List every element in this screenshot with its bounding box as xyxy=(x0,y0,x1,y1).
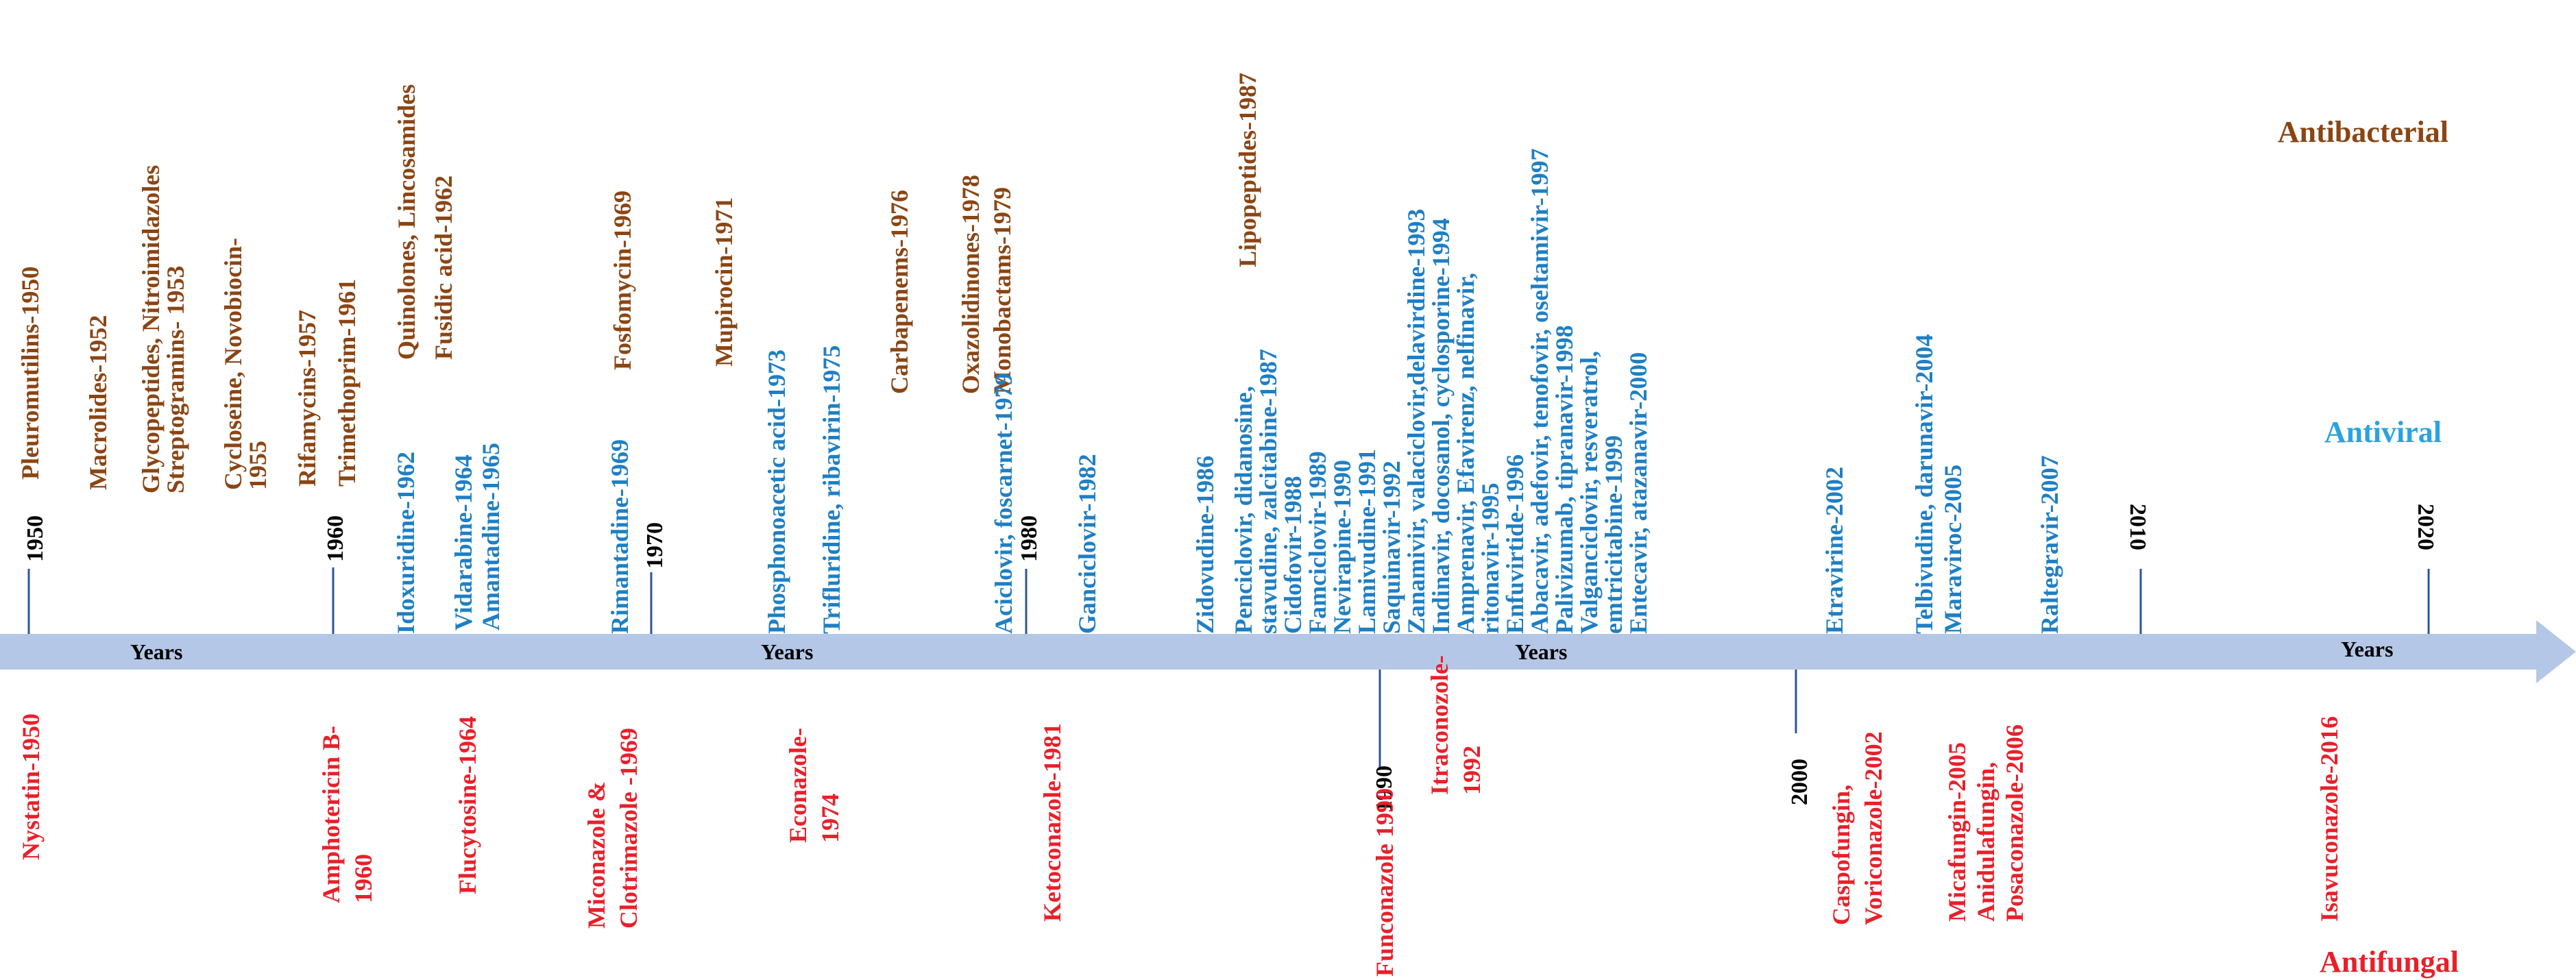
antifungal-label-0-line-0: Nystatin-1950 xyxy=(17,713,45,860)
antifungal-label-8-line-0: Caspofungin, xyxy=(1827,785,1855,925)
antibacterial-label-2-line-1: Streptogramins- 1953 xyxy=(162,266,189,493)
year-label-1970: 1970 xyxy=(642,522,668,569)
antiviral-label-8-line-10: ritonavir-1995 xyxy=(1477,482,1504,634)
antiviral-label-8-line-3: Famciclovir-1989 xyxy=(1304,451,1331,634)
antifungal-label-1-line-1: 1960 xyxy=(350,854,377,903)
antiviral-label-8-line-6: Saquinavir-1992 xyxy=(1378,461,1405,634)
year-markers: 1950 1960 1970 1980 1990 2000 2010 2020 xyxy=(23,504,2438,812)
antibacterial-label-6-line-0: Fosfomycin-1969 xyxy=(609,191,636,370)
antibacterial-label-5-line-1: Fusidic acid-1962 xyxy=(430,175,457,360)
antiviral-label-10-line-0: Telbivudine, darunavir-2004 xyxy=(1910,334,1938,634)
antiviral-label-8-line-9: Amprenavir, Efavirenz, nelfinavir, xyxy=(1452,273,1479,634)
antiviral-label-3-line-0: Phosphonoacetic acid-1973 xyxy=(763,350,790,634)
year-label-2010: 2010 xyxy=(2125,504,2150,550)
axis-label-years: Years xyxy=(2341,637,2393,661)
antibacterial-label-0-line-0: Pleuromutilins-1950 xyxy=(16,267,44,480)
year-label-2000: 2000 xyxy=(1787,759,1812,805)
antibacterial-label-7-line-0: Mupirocin-1971 xyxy=(710,197,738,367)
timeline-arrow xyxy=(0,620,2576,683)
antibacterial-label-10-line-0: Lipopeptides-1987 xyxy=(1234,73,1261,267)
axis-label-years: Years xyxy=(130,639,182,664)
year-label-2020: 2020 xyxy=(2413,504,2438,550)
antiviral-label-8-line-12: Abacavir, adefovir, tenofovir, oseltamiv… xyxy=(1526,148,1553,634)
antiviral-label-8-line-8: Indinavir, docosanol, cyclosporine-1994 xyxy=(1427,218,1455,634)
antifungal-label-3-line-1: Clotrimazole -1969 xyxy=(615,728,642,929)
antiviral-label-7-line-0: Zidovudine-1986 xyxy=(1191,456,1219,634)
antifungal-label-2-line-0: Flucytosine-1964 xyxy=(454,716,481,894)
antiviral-label-8-line-14: Valganciclovir, resveratrol, xyxy=(1575,351,1603,634)
antifungal-label-3-line-0: Miconazole & xyxy=(583,781,610,929)
antibacterial-label-3-line-1: 1955 xyxy=(244,441,271,490)
antibacterial-label-5-line-0: Quinolones, Lincosamides xyxy=(393,84,420,360)
antiviral-label-9-line-0: Etravirine-2002 xyxy=(1821,467,1848,634)
antibacterial-label-4-line-0: Rifamycins-1957 xyxy=(293,310,321,487)
year-label-1950: 1950 xyxy=(23,515,48,562)
antibacterial-label-3-line-0: Cycloseine, Novobiocin- xyxy=(219,238,247,490)
antiviral-label-8-line-13: Palivizumab, tipranavir-1998 xyxy=(1551,325,1578,634)
legend-antibacterial: Antibacterial xyxy=(2278,115,2449,149)
antifungal-label-9-line-2: Posaconazole-2006 xyxy=(2001,724,2028,922)
antiviral-label-4-line-0: Trifluridine, ribavirin-1975 xyxy=(818,345,845,634)
antifungal-label-5-line-0: Ketoconazole-1981 xyxy=(1038,723,1066,922)
antiviral-label-8-line-11: Enfuvirtide-1996 xyxy=(1501,454,1529,634)
antibacterial-label-8-line-0: Carbapenems-1976 xyxy=(886,190,913,394)
antiviral-label-8-line-16: Entecavir, atazanavir-2000 xyxy=(1625,352,1652,634)
antiviral-labels: Idoxuridine-1962 Vidarabine-1964 Amantadin… xyxy=(392,148,2063,634)
antifungal-label-1-line-0: Amphotericin B- xyxy=(317,726,345,903)
antiviral-label-8-line-7: Zanamivir, valaciclovir,delavirdine-1993 xyxy=(1402,209,1430,634)
legend-antifungal: Antifungal xyxy=(2320,945,2459,979)
antibacterial-label-4-line-1: Trimethoprim-1961 xyxy=(333,279,361,487)
antibacterial-label-2-line-0: Glycopeptides, Nitroimidazoles xyxy=(137,165,165,493)
year-label-1990: 1990 xyxy=(1372,765,1397,812)
antiviral-label-8-line-15: emtricitabine-1999 xyxy=(1600,435,1627,634)
antiviral-label-5-line-0: Aciclovir, foscarnet-1979 xyxy=(990,373,1017,634)
antifungal-label-9-line-1: Anidulafungin, xyxy=(1972,762,2000,922)
antifungal-label-7-line-1: 1992 xyxy=(1458,746,1485,795)
antiviral-label-8-line-4: Nevirapine-1990 xyxy=(1328,460,1356,634)
antiviral-label-10-line-1: Maraviroc-2005 xyxy=(1939,465,1967,634)
antiviral-label-8-line-0: Penciclovir, didanosine, xyxy=(1230,386,1257,634)
legend-antiviral: Antiviral xyxy=(2324,415,2442,449)
antifungal-label-10-line-0: Isavuconazole-2016 xyxy=(2316,716,2343,922)
antifungal-labels: Nystatin-1950 Amphotericin B- 1960 Flucytos… xyxy=(17,655,2343,977)
antiviral-label-1-line-1: Amantadine-1965 xyxy=(477,443,505,630)
antibacterial-label-1-line-0: Macrolides-1952 xyxy=(84,315,112,490)
antiviral-label-2-line-0: Rimantadine-1969 xyxy=(606,439,633,634)
antiviral-label-8-line-5: Lamivudine-1991 xyxy=(1353,449,1381,634)
year-label-1960: 1960 xyxy=(323,515,348,562)
axis-label-years: Years xyxy=(761,639,813,664)
antiviral-label-8-line-2: Cidofovir-1988 xyxy=(1279,476,1307,634)
antifungal-label-7-line-0: Itraconozole- xyxy=(1426,655,1453,795)
antiviral-label-1-line-0: Vidarabine-1964 xyxy=(450,454,477,630)
antiviral-label-0-line-0: Idoxuridine-1962 xyxy=(392,452,420,634)
antifungal-label-8-line-1: Voriconazole-2002 xyxy=(1860,731,1887,925)
year-label-1980: 1980 xyxy=(1017,515,1042,562)
antiviral-label-11-line-0: Raltegravir-2007 xyxy=(2036,455,2063,634)
antifungal-label-6-line-0: Funconazole 1990 xyxy=(1371,788,1398,977)
antifungal-label-4-line-1: 1974 xyxy=(816,794,844,843)
antifungal-label-4-line-0: Econazole- xyxy=(784,728,812,843)
antibacterial-label-9-line-1: Monobactams-1979 xyxy=(988,187,1016,394)
antibacterial-label-9-line-0: Oxazolidinones-1978 xyxy=(957,175,984,394)
antibacterial-labels: Pleuromutilins-1950 Macrolides-1952 Glycop… xyxy=(16,73,1261,493)
antifungal-label-9-line-0: Micafungin-2005 xyxy=(1943,742,1971,922)
antiviral-label-8-line-1: stavudine, zalcitabine-1987 xyxy=(1254,349,1282,634)
antiviral-label-6-line-0: Ganciclovir-1982 xyxy=(1073,454,1101,634)
axis-label-years: Years xyxy=(1515,639,1567,664)
